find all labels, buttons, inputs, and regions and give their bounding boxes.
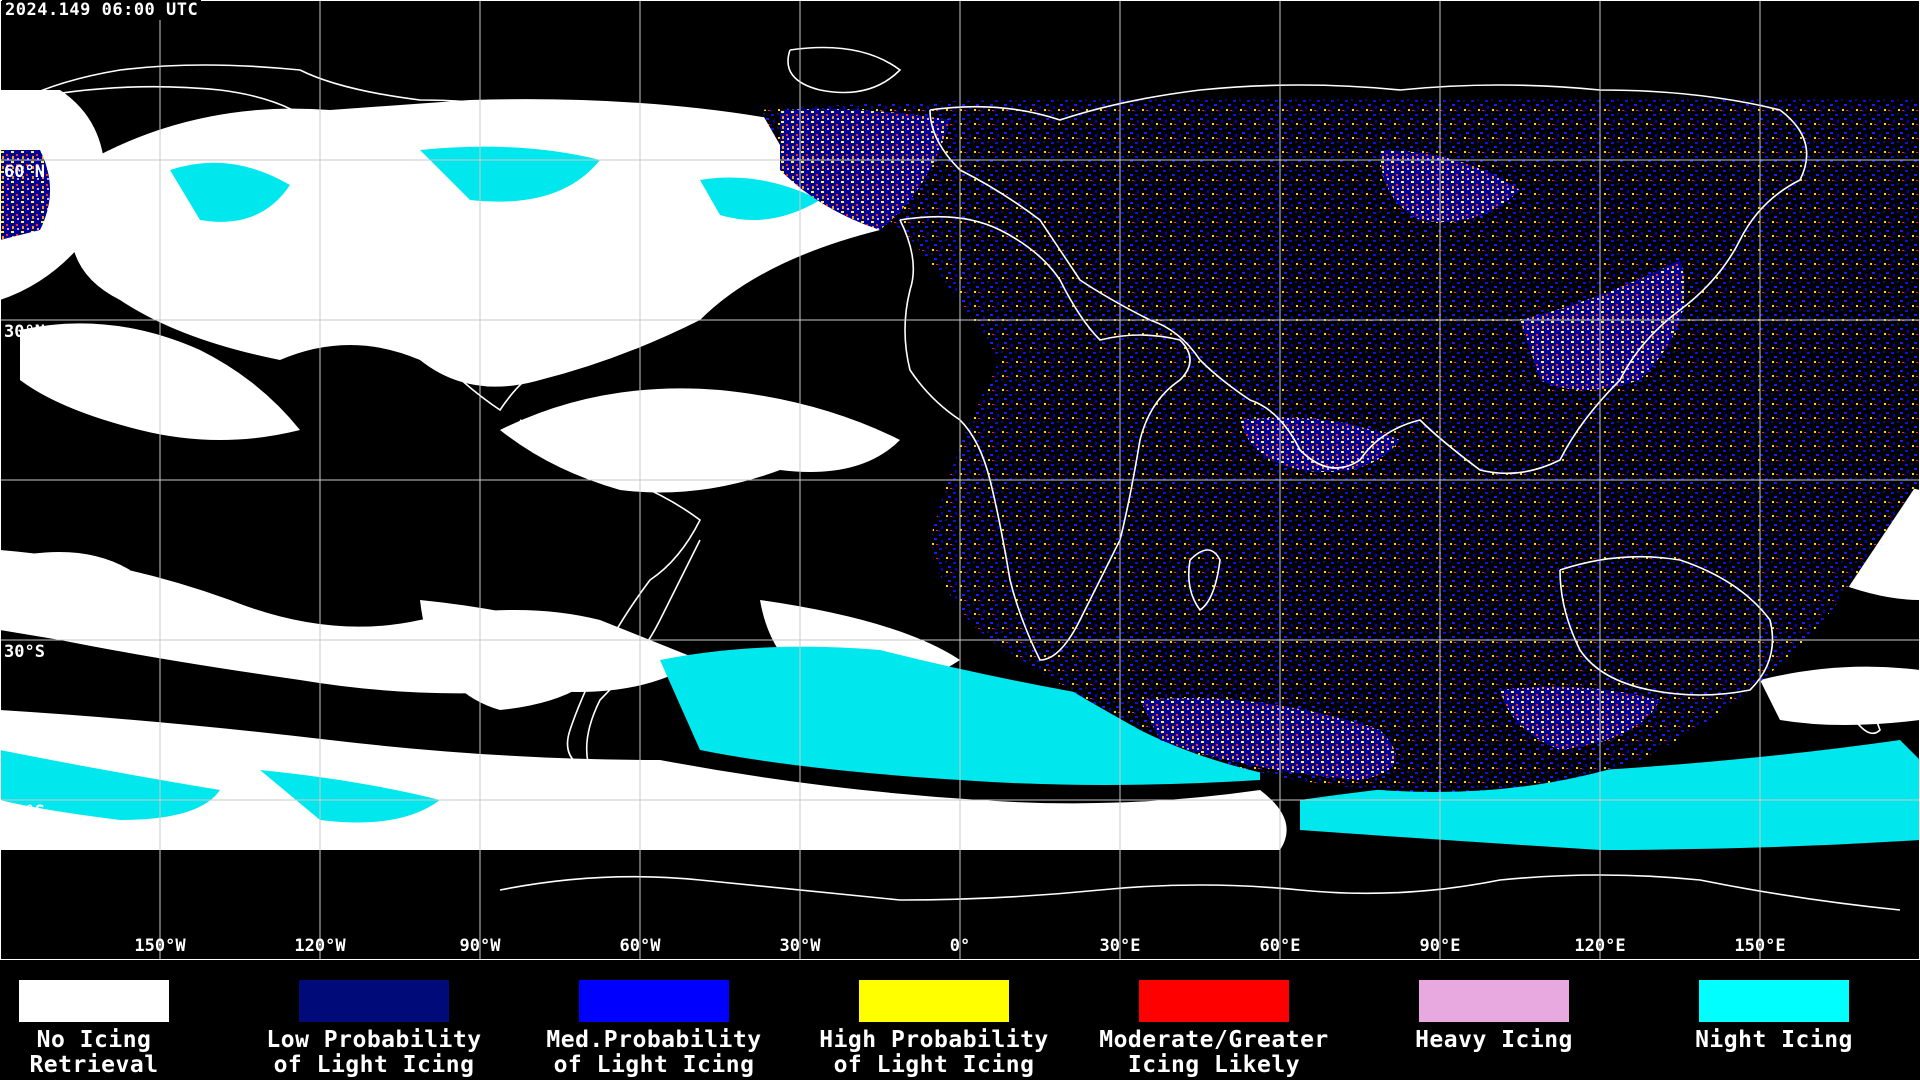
timestamp: 2024.149 06:00 UTC	[2, 0, 202, 20]
lat-label-30n: 30°N	[4, 322, 45, 342]
legend-swatch-high-probability	[859, 980, 1009, 1022]
lon-label-30w: 30°W	[779, 936, 821, 956]
lon-label-120w: 120°W	[294, 936, 346, 956]
lon-label-150w: 150°W	[134, 936, 186, 956]
lon-label-60w: 60°W	[619, 936, 661, 956]
legend-label-high-probability: High Probability of Light Icing	[819, 1027, 1049, 1078]
icing-retrieval-east	[0, 97, 1920, 792]
legend-item-night-icing: Night Icing	[1634, 980, 1914, 1053]
legend-item-low-probability: Low Probability of Light Icing	[234, 980, 514, 1078]
legend-label-heavy-icing: Heavy Icing	[1415, 1027, 1573, 1053]
legend-swatch-heavy-icing	[1419, 980, 1569, 1022]
legend-item-moderate-greater: Moderate/Greater Icing Likely	[1074, 980, 1354, 1078]
legend-item-heavy-icing: Heavy Icing	[1354, 980, 1634, 1053]
legend-swatch-low-probability	[299, 980, 449, 1022]
legend-swatch-med-probability	[579, 980, 729, 1022]
lat-label-60s: 60°S	[4, 802, 45, 822]
coastlines	[19, 46, 1901, 911]
lat-label-60n: 60°N	[4, 162, 45, 182]
legend-label-low-probability: Low Probability of Light Icing	[266, 1027, 482, 1078]
icing-map: 2024.149 06:00 UTC 60°N 30°N 30°S 60°S 1…	[0, 0, 1920, 960]
lon-label-120e: 120°E	[1574, 936, 1626, 956]
legend-swatch-moderate-greater	[1139, 980, 1289, 1022]
legend-item-high-probability: High Probability of Light Icing	[794, 980, 1074, 1078]
graticule	[0, 0, 1920, 960]
map-canvas	[0, 0, 1920, 960]
legend-label-moderate-greater: Moderate/Greater Icing Likely	[1099, 1027, 1329, 1078]
lon-label-0: 0°	[949, 936, 971, 956]
lon-label-150e: 150°E	[1734, 936, 1786, 956]
legend: No Icing Retrieval Low Probability of Li…	[0, 960, 1920, 1080]
lat-label-30s: 30°S	[4, 642, 45, 662]
legend-label-med-probability: Med.Probability of Light Icing	[546, 1027, 762, 1078]
lon-label-90e: 90°E	[1419, 936, 1461, 956]
lon-label-60e: 60°E	[1259, 936, 1301, 956]
lon-label-90w: 90°W	[459, 936, 501, 956]
legend-swatch-night-icing	[1699, 980, 1849, 1022]
legend-item-no-icing: No Icing Retrieval	[0, 980, 234, 1078]
legend-label-no-icing: No Icing Retrieval	[29, 1027, 159, 1078]
legend-swatch-no-icing	[19, 980, 169, 1022]
lon-label-30e: 30°E	[1099, 936, 1141, 956]
legend-item-med-probability: Med.Probability of Light Icing	[514, 980, 794, 1078]
legend-label-night-icing: Night Icing	[1695, 1027, 1853, 1053]
